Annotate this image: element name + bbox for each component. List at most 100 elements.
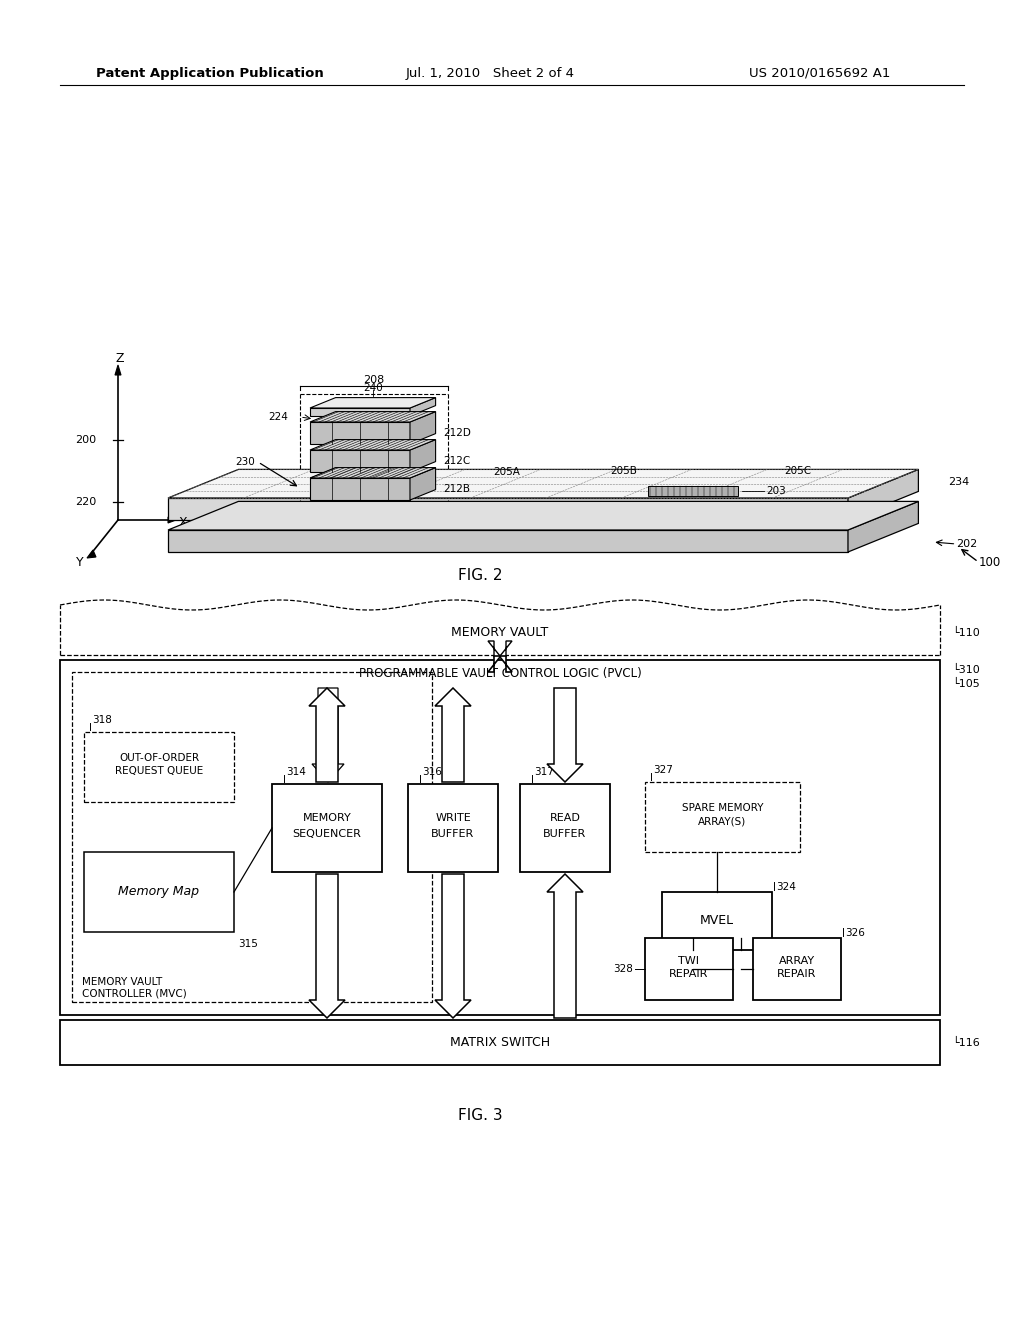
Polygon shape — [310, 412, 435, 422]
Text: Jul. 1, 2010   Sheet 2 of 4: Jul. 1, 2010 Sheet 2 of 4 — [406, 66, 574, 79]
Text: 326: 326 — [845, 928, 865, 939]
Text: 220: 220 — [75, 498, 96, 507]
Bar — [72, 672, 432, 1002]
Polygon shape — [168, 498, 848, 520]
Text: └310: └310 — [952, 665, 980, 675]
Bar — [84, 851, 234, 932]
Bar — [645, 939, 733, 1001]
Text: FIG. 2: FIG. 2 — [458, 568, 502, 582]
Polygon shape — [848, 470, 919, 520]
Text: 327: 327 — [653, 766, 673, 775]
Text: X: X — [178, 516, 187, 528]
Text: REPAIR: REPAIR — [777, 969, 817, 979]
Text: 205C: 205C — [784, 466, 811, 477]
Text: 205B: 205B — [610, 466, 637, 475]
Bar — [753, 939, 841, 1001]
Text: 314: 314 — [286, 767, 306, 777]
Text: Y: Y — [76, 556, 84, 569]
Polygon shape — [310, 440, 435, 450]
Bar — [645, 781, 800, 851]
Polygon shape — [410, 440, 435, 473]
Polygon shape — [435, 874, 471, 1018]
Text: BUFFER: BUFFER — [431, 829, 475, 840]
Text: READ: READ — [550, 813, 581, 822]
Text: SEQUENCER: SEQUENCER — [293, 829, 361, 840]
Text: 316: 316 — [422, 767, 442, 777]
Polygon shape — [168, 470, 919, 498]
Polygon shape — [168, 502, 919, 531]
Polygon shape — [310, 450, 410, 473]
Bar — [648, 486, 738, 496]
Bar — [60, 1020, 940, 1065]
Text: 208: 208 — [364, 375, 384, 384]
Bar — [408, 784, 498, 873]
Polygon shape — [410, 467, 435, 500]
Text: 230: 230 — [236, 457, 255, 467]
Text: FIG. 3: FIG. 3 — [458, 1107, 503, 1122]
Text: 318: 318 — [92, 715, 112, 725]
Text: Patent Application Publication: Patent Application Publication — [96, 66, 324, 79]
Text: 240: 240 — [362, 383, 383, 392]
Text: MATRIX SWITCH: MATRIX SWITCH — [450, 1036, 550, 1049]
Text: 224: 224 — [268, 412, 288, 422]
Text: 200: 200 — [75, 436, 96, 445]
Text: PROGRAMMABLE VAULT CONTROL LOGIC (PVCL): PROGRAMMABLE VAULT CONTROL LOGIC (PVCL) — [358, 668, 641, 681]
Text: 234: 234 — [948, 477, 970, 487]
Polygon shape — [168, 531, 848, 552]
Polygon shape — [310, 467, 435, 478]
Text: └105: └105 — [952, 678, 980, 689]
Text: SPARE MEMORY: SPARE MEMORY — [682, 803, 763, 813]
Polygon shape — [410, 412, 435, 444]
Polygon shape — [488, 642, 512, 657]
Text: └116: └116 — [952, 1038, 980, 1048]
Polygon shape — [410, 397, 435, 416]
Bar — [520, 784, 610, 873]
Text: TWI: TWI — [679, 956, 699, 966]
Text: MEMORY VAULT: MEMORY VAULT — [82, 977, 162, 987]
Polygon shape — [435, 688, 471, 781]
Text: MVEL: MVEL — [700, 915, 734, 928]
Text: 324: 324 — [776, 882, 796, 892]
Polygon shape — [312, 688, 344, 781]
Text: MEMORY: MEMORY — [303, 813, 351, 822]
Text: OUT-OF-ORDER: OUT-OF-ORDER — [119, 752, 199, 763]
Text: 317: 317 — [534, 767, 554, 777]
Polygon shape — [87, 550, 96, 558]
Bar — [60, 660, 940, 1015]
Polygon shape — [168, 517, 176, 523]
Text: BUFFER: BUFFER — [544, 829, 587, 840]
Text: ARRAY: ARRAY — [779, 956, 815, 966]
Polygon shape — [488, 656, 512, 672]
Text: 315: 315 — [238, 939, 258, 949]
Text: 212B: 212B — [443, 484, 471, 494]
Polygon shape — [310, 422, 410, 444]
Text: WRITE: WRITE — [435, 813, 471, 822]
Text: └110: └110 — [952, 627, 980, 638]
Text: 205A: 205A — [494, 467, 520, 477]
Polygon shape — [310, 478, 410, 500]
Polygon shape — [309, 874, 345, 1018]
Polygon shape — [848, 502, 919, 552]
Text: CONTROLLER (MVC): CONTROLLER (MVC) — [82, 987, 186, 998]
Text: REPAIR: REPAIR — [670, 969, 709, 979]
Polygon shape — [547, 874, 583, 1018]
Polygon shape — [309, 688, 345, 781]
Polygon shape — [310, 397, 435, 408]
Polygon shape — [547, 688, 583, 781]
Text: ARRAY(S): ARRAY(S) — [698, 817, 746, 828]
Text: 203: 203 — [766, 486, 785, 496]
Text: US 2010/0165692 A1: US 2010/0165692 A1 — [750, 66, 891, 79]
Text: MEMORY VAULT: MEMORY VAULT — [452, 626, 549, 639]
Bar — [84, 733, 234, 803]
Bar — [272, 784, 382, 873]
Text: 202: 202 — [956, 539, 978, 549]
Text: Z: Z — [116, 351, 124, 364]
Text: 212D: 212D — [443, 428, 471, 438]
Text: REQUEST QUEUE: REQUEST QUEUE — [115, 766, 203, 776]
Text: 100: 100 — [978, 556, 1000, 569]
Bar — [662, 892, 772, 950]
Text: 212C: 212C — [443, 455, 471, 466]
Text: Memory Map: Memory Map — [119, 886, 200, 899]
Polygon shape — [310, 408, 410, 416]
Polygon shape — [115, 366, 121, 375]
